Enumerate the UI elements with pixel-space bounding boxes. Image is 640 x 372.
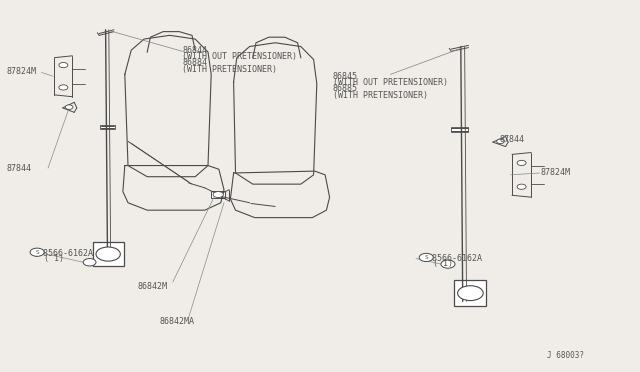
Text: S: S [424, 255, 428, 260]
Bar [93, 242, 124, 266]
Bar [211, 191, 225, 198]
Text: 86884: 86884 [182, 58, 207, 67]
Text: 86885: 86885 [333, 84, 358, 93]
Text: ( 1): ( 1) [433, 259, 452, 268]
Circle shape [458, 286, 483, 301]
Circle shape [517, 184, 526, 189]
Circle shape [96, 247, 120, 261]
Text: 86844: 86844 [182, 46, 207, 55]
Bar [454, 280, 486, 306]
Text: 87824M: 87824M [6, 67, 36, 76]
Text: 87844: 87844 [6, 164, 31, 173]
Text: ( 1): ( 1) [44, 254, 63, 263]
Circle shape [65, 105, 73, 109]
Bar [451, 127, 468, 132]
Text: (WITH OUT PRETENSIONER): (WITH OUT PRETENSIONER) [182, 52, 298, 61]
Circle shape [213, 192, 223, 198]
Text: S: S [35, 250, 39, 255]
Bar [100, 125, 115, 129]
Circle shape [497, 139, 504, 144]
Text: 86842M: 86842M [138, 282, 168, 291]
Text: 86842MA: 86842MA [160, 317, 195, 326]
Text: (WITH PRETENSIONER): (WITH PRETENSIONER) [182, 65, 277, 74]
Text: (WITH PRETENSIONER): (WITH PRETENSIONER) [333, 91, 428, 100]
Text: J 68003?: J 68003? [547, 351, 584, 360]
Circle shape [419, 253, 433, 262]
Circle shape [517, 160, 526, 166]
Text: (WITH OUT PRETENSIONER): (WITH OUT PRETENSIONER) [333, 78, 448, 87]
Circle shape [441, 260, 455, 268]
Circle shape [59, 85, 68, 90]
Text: 86845: 86845 [333, 72, 358, 81]
Text: 87844: 87844 [499, 135, 524, 144]
Text: §08566-6162A: §08566-6162A [422, 253, 483, 262]
Text: 87824M: 87824M [541, 169, 571, 177]
Circle shape [30, 248, 44, 256]
Circle shape [59, 62, 68, 68]
Text: §08566-6162A: §08566-6162A [33, 248, 93, 257]
Circle shape [83, 259, 96, 266]
